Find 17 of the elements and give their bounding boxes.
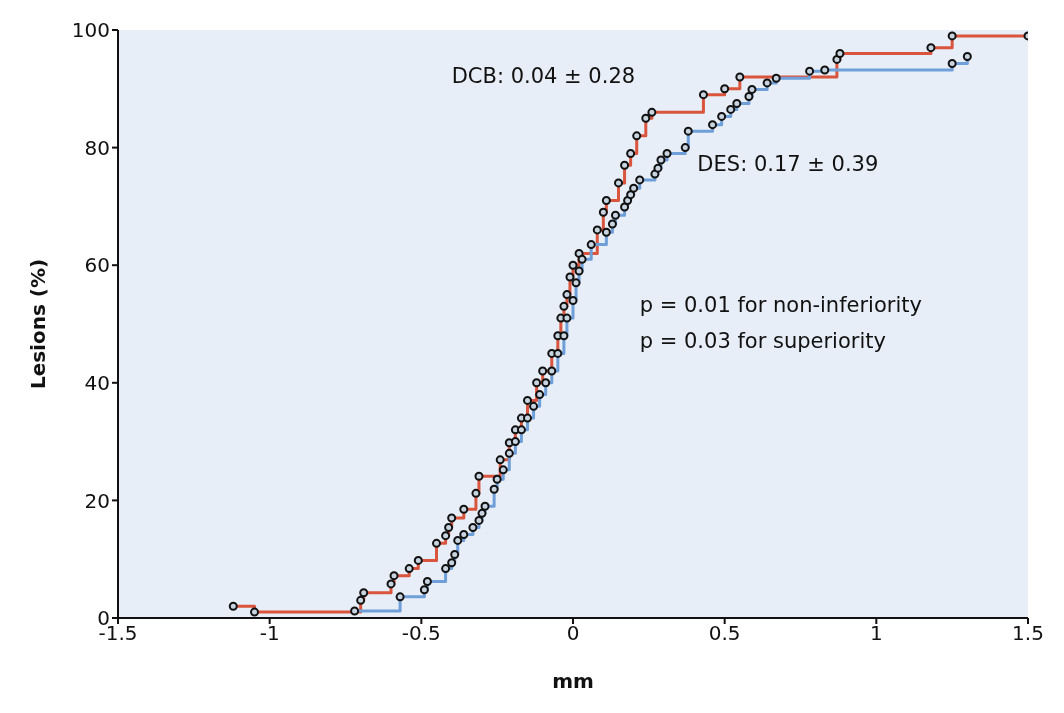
y-tick-label: 80	[84, 135, 110, 160]
x-tick-label: -0.5	[401, 621, 441, 646]
annotation: DCB: 0.04 ± 0.28	[451, 63, 636, 88]
x-tick-label: 0.5	[708, 621, 741, 646]
x-tick-label: 1	[869, 621, 883, 646]
y-tick-label: 100	[71, 18, 110, 43]
y-tick-label: 20	[84, 488, 110, 513]
x-axis-title: mm	[552, 669, 594, 693]
x-tick-label: 1.5	[1012, 621, 1044, 646]
y-tick-label: 60	[84, 253, 110, 278]
x-tick-label: 0	[566, 621, 580, 646]
annotation: DES: 0.17 ± 0.39	[697, 152, 879, 177]
x-tick-label: -1	[259, 621, 280, 646]
annotation: p = 0.03 for superiority	[639, 328, 886, 353]
annotation: p = 0.01 for non-inferiority	[639, 293, 922, 318]
y-tick-label: 40	[84, 370, 110, 395]
y-axis-title: Lesions (%)	[26, 258, 51, 390]
